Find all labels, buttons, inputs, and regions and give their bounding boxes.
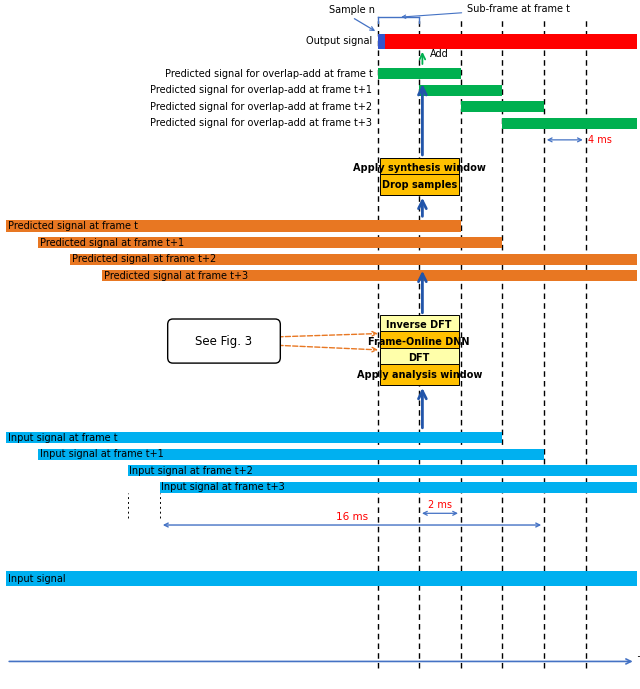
FancyBboxPatch shape: [70, 254, 637, 265]
FancyBboxPatch shape: [461, 101, 544, 112]
FancyBboxPatch shape: [6, 432, 502, 443]
Text: DFT: DFT: [408, 353, 430, 363]
FancyBboxPatch shape: [380, 174, 459, 195]
Text: Input signal at frame t: Input signal at frame t: [8, 433, 117, 442]
Text: Predicted signal at frame t: Predicted signal at frame t: [8, 221, 138, 231]
FancyBboxPatch shape: [6, 220, 461, 232]
FancyBboxPatch shape: [128, 465, 637, 476]
Text: Predicted signal for overlap-add at frame t: Predicted signal for overlap-add at fram…: [164, 69, 372, 79]
Text: Apply synthesis window: Apply synthesis window: [353, 163, 486, 173]
FancyBboxPatch shape: [38, 449, 544, 460]
Text: Input signal at frame t+2: Input signal at frame t+2: [129, 466, 253, 475]
FancyBboxPatch shape: [6, 571, 637, 586]
Text: Add: Add: [430, 49, 449, 59]
Text: Predicted signal for overlap-add at frame t+3: Predicted signal for overlap-add at fram…: [150, 119, 372, 128]
FancyBboxPatch shape: [378, 34, 385, 48]
Text: Predicted signal at frame t+2: Predicted signal at frame t+2: [72, 254, 216, 264]
Text: Input signal at frame t+1: Input signal at frame t+1: [40, 449, 163, 459]
Text: Predicted signal for overlap-add at frame t+2: Predicted signal for overlap-add at fram…: [150, 102, 372, 112]
FancyBboxPatch shape: [378, 34, 637, 48]
FancyBboxPatch shape: [38, 237, 502, 248]
FancyBboxPatch shape: [102, 270, 637, 281]
FancyBboxPatch shape: [380, 331, 459, 352]
Text: See Fig. 3: See Fig. 3: [195, 335, 253, 347]
Text: Apply analysis window: Apply analysis window: [356, 370, 482, 380]
FancyBboxPatch shape: [380, 315, 459, 336]
FancyBboxPatch shape: [380, 364, 459, 385]
Text: 16 ms: 16 ms: [336, 511, 368, 522]
Text: Inverse DFT: Inverse DFT: [387, 320, 452, 330]
Text: Input signal: Input signal: [8, 574, 65, 584]
Text: Sample n: Sample n: [329, 5, 375, 15]
FancyBboxPatch shape: [380, 158, 459, 178]
Text: 4 ms: 4 ms: [588, 135, 611, 145]
Text: Predicted signal for overlap-add at frame t+1: Predicted signal for overlap-add at fram…: [150, 85, 372, 95]
Text: Predicted signal at frame t+3: Predicted signal at frame t+3: [104, 271, 248, 280]
Text: Predicted signal at frame t+1: Predicted signal at frame t+1: [40, 238, 184, 247]
Text: Drop samples: Drop samples: [381, 180, 457, 189]
Text: Frame-Online DNN: Frame-Online DNN: [369, 337, 470, 347]
Text: Time: Time: [637, 657, 640, 666]
Text: Input signal at frame t+3: Input signal at frame t+3: [161, 482, 285, 492]
FancyBboxPatch shape: [378, 68, 461, 79]
FancyBboxPatch shape: [502, 118, 637, 129]
Text: Sub-frame at frame t: Sub-frame at frame t: [403, 3, 570, 19]
Text: 2 ms: 2 ms: [428, 500, 452, 510]
FancyBboxPatch shape: [160, 482, 637, 493]
FancyBboxPatch shape: [419, 85, 502, 96]
FancyBboxPatch shape: [168, 319, 280, 363]
FancyBboxPatch shape: [380, 348, 459, 369]
Text: Output signal: Output signal: [306, 37, 372, 46]
